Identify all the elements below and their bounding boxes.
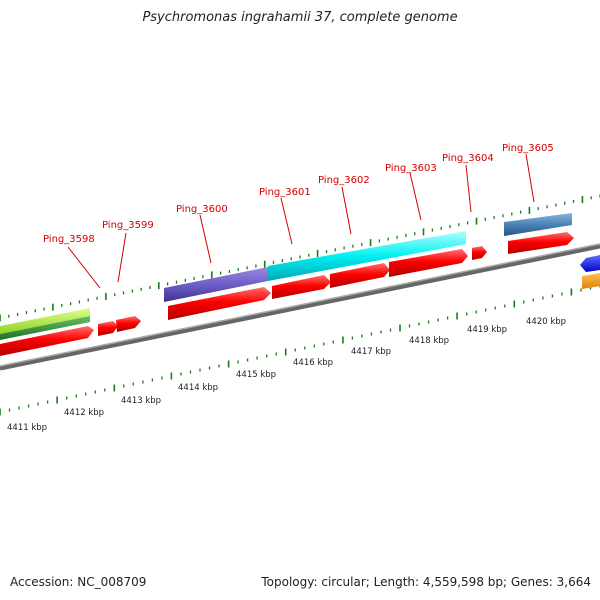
- feature-green[interactable]: [0, 316, 90, 340]
- cds-arrow-3598a[interactable]: [0, 326, 94, 356]
- feature-lime[interactable]: [0, 308, 90, 334]
- feature-3605[interactable]: [504, 213, 572, 236]
- cds-arrow-3604[interactable]: [472, 246, 487, 260]
- cds-arrow-3598b[interactable]: [98, 321, 118, 336]
- gene-label[interactable]: Ping_3605: [502, 143, 554, 154]
- genome-backbone: [0, 243, 600, 371]
- gene-label[interactable]: Ping_3600: [176, 204, 228, 215]
- feature-3601-3603[interactable]: [268, 231, 466, 281]
- scale-label: 4420 kbp: [526, 317, 566, 327]
- scale-label: 4418 kbp: [409, 336, 449, 346]
- scale-label: 4411 kbp: [7, 423, 47, 433]
- scale-label: 4417 kbp: [351, 347, 391, 357]
- cds-arrow-3599[interactable]: [116, 316, 141, 332]
- scale-label: 4415 kbp: [236, 370, 276, 380]
- scale-labels: 4411 kbp 4412 kbp 4413 kbp 4414 kbp 4415…: [7, 317, 566, 433]
- genome-summary-text: Topology: circular; Length: 4,559,598 bp…: [261, 575, 591, 589]
- scale-label: 4413 kbp: [121, 396, 161, 406]
- upper-tick-ring: [0, 194, 600, 322]
- genome-backbone-highlight: [0, 243, 600, 367]
- gene-label[interactable]: Ping_3599: [102, 220, 154, 231]
- scale-label: 4419 kbp: [467, 325, 507, 335]
- accession-text: Accession: NC_008709: [10, 575, 147, 589]
- gene-label[interactable]: Ping_3603: [385, 163, 437, 174]
- gene-label[interactable]: Ping_3604: [442, 153, 494, 164]
- label-leaders: [67, 153, 535, 289]
- scale-tick-ring: [0, 284, 600, 416]
- scale-label: 4414 kbp: [178, 383, 218, 393]
- cds-arrow-3602[interactable]: [330, 263, 390, 288]
- cds-arrow-3600[interactable]: [168, 287, 271, 320]
- cds-arrow-3601[interactable]: [272, 275, 331, 299]
- genome-title: Psychromonas ingrahamii 37, complete gen…: [142, 10, 458, 25]
- scale-label: 4416 kbp: [293, 358, 333, 368]
- gene-label[interactable]: Ping_3602: [318, 175, 370, 186]
- gene-label[interactable]: Ping_3598: [43, 234, 95, 245]
- scale-label: 4412 kbp: [64, 408, 104, 418]
- cds-arrow-3603[interactable]: [389, 249, 468, 277]
- feature-orange[interactable]: [582, 273, 600, 289]
- feature-track: [0, 213, 600, 356]
- gene-label[interactable]: Ping_3601: [259, 187, 311, 198]
- gene-labels: Ping_3598 Ping_3599 Ping_3600 Ping_3601 …: [43, 143, 554, 245]
- feature-blue[interactable]: [580, 255, 600, 272]
- feature-3600[interactable]: [164, 267, 268, 302]
- cds-arrow-3605[interactable]: [508, 232, 574, 254]
